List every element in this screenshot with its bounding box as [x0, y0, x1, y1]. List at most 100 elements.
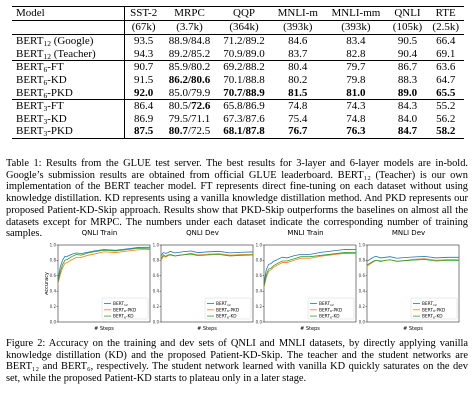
- table-cell: 63.6: [427, 60, 464, 74]
- table-cell: 65.5: [436, 86, 456, 99]
- table-header-sub-row: (67k) (3.7k) (364k) (393k) (393k) (105k) (2.5k…: [12, 19, 464, 36]
- table-cell: 85.9/80.2: [162, 60, 217, 74]
- table-cell: 91.5: [134, 73, 154, 86]
- table-cell: 80.7/72.5: [162, 125, 217, 139]
- table-cell: 89.2/85.2: [168, 47, 211, 60]
- column-header-size: (364k): [216, 19, 272, 36]
- table-cell: 76.3: [324, 125, 388, 139]
- y-tick-label: 0.0: [153, 319, 160, 324]
- table-cell: 70.9/89.0: [223, 47, 265, 60]
- legend-box: [307, 297, 355, 320]
- series-line-teacher: [160, 250, 254, 257]
- chart-svg: 0.0 0.2 0.4 0.6 0.8 1.0 # Steps BERT12BERT6-PKD…: [153, 242, 254, 332]
- table-cell: 88.3: [397, 73, 418, 86]
- column-header: MNLI-mm: [324, 6, 388, 21]
- table-cell: 84.3: [387, 99, 428, 113]
- y-tick-label: 0.6: [256, 273, 263, 278]
- model-name: BERT3-KD: [12, 112, 125, 126]
- legend-label-pkd: BERT6-PKD: [216, 307, 240, 313]
- legend-box: [204, 297, 252, 320]
- y-tick-label: 0.0: [359, 319, 366, 324]
- y-tick-label: 0.2: [50, 304, 57, 309]
- table-cell: 55.2: [427, 99, 464, 113]
- plot-frame: [366, 244, 460, 323]
- table-row: BERT12 (Teacher) 94.3 89.2/85.2 70.9/89.0 83…: [12, 47, 464, 61]
- y-tick-label: 0.0: [256, 319, 263, 324]
- table-cell: 90.5: [387, 34, 428, 48]
- y-tick-label: 1.0: [153, 242, 160, 247]
- plot-title-qnli-train: QNLI Train: [81, 229, 118, 237]
- chart-svg: 0.00.20.40.60.81.0# StepsAccuracyBERT12B…: [45, 242, 151, 332]
- legend-box: [410, 297, 458, 320]
- table-cell: 56.2: [436, 112, 456, 125]
- legend-label-pkd: BERT6-PKD: [422, 307, 446, 313]
- table-cell: 86.9: [134, 112, 154, 125]
- column-header-size: (2.5k): [427, 19, 464, 36]
- table-cell: 93.5: [124, 34, 163, 48]
- column-header: MRPC: [162, 6, 217, 21]
- series-line-kd: [160, 253, 254, 260]
- model-name: BERT6-PKD: [12, 86, 125, 100]
- table-cell: 86.7: [387, 60, 428, 74]
- table-cell: 70.1/88.8: [223, 73, 265, 86]
- table-row: BERT12 (Google) 93.5 88.9/84.8 71.2/89.2 84.…: [12, 34, 464, 48]
- y-tick-label: 0.2: [256, 304, 263, 309]
- plot-mnli-dev: 0.0 0.2 0.4 0.6 0.8 1.0 # Steps BERT12 BERT6-PKD…: [354, 242, 463, 334]
- table-row: BERT6-PKD 92.0 85.0/79.9 70.7/88.9 81.5 81.0 8…: [12, 86, 464, 100]
- table-cell: 82.8: [346, 47, 366, 60]
- series-line-kd: [57, 247, 151, 283]
- table-cell: 86.4: [124, 99, 163, 113]
- model-name: BERT3-PKD: [12, 125, 125, 139]
- table-cell: 81.0: [346, 86, 366, 99]
- table-cell: 80.4: [271, 60, 325, 74]
- table-cell: 85.0/79.9: [168, 86, 211, 99]
- y-tick-label: 0.2: [153, 304, 160, 309]
- column-header: MNLI-m: [271, 6, 325, 21]
- column-header-size: (3.7k): [162, 19, 217, 36]
- table-cell: 65.8/86.9: [216, 99, 272, 113]
- y-tick-label: 0.4: [153, 289, 160, 294]
- column-header: QQP: [216, 6, 272, 21]
- y-tick-label: 0.8: [359, 258, 366, 263]
- column-header: QNLI: [387, 6, 428, 21]
- plot-frame: [160, 244, 254, 323]
- y-tick-label: 1.0: [50, 242, 57, 247]
- plot-title-mnli-dev: MNLI Dev: [391, 229, 426, 237]
- table-cell: 83.7: [288, 47, 308, 60]
- y-tick-label: 1.0: [359, 242, 366, 247]
- table-cell: 79.7: [324, 60, 388, 74]
- column-header: Model: [12, 6, 125, 21]
- table-cell: 84.7: [387, 125, 428, 139]
- series-line-kd: [263, 252, 357, 286]
- legend-label-teacher: BERT12: [216, 301, 231, 307]
- table-cell: 88.9/84.8: [162, 34, 217, 48]
- model-name: BERT12 (Google): [12, 34, 125, 48]
- table-row: BERT3-KD 86.9 79.5/71.1 67.3/87.6 75.4 74.8 84…: [12, 112, 464, 126]
- table-cell: 66.4: [427, 34, 464, 48]
- plot-qnli-train: 0.0 0.2 0.4 0.6 0.8 1.0 # Steps Accuracy BERT12 B…: [45, 242, 154, 334]
- table-cell: 58.2: [427, 125, 464, 139]
- plot-title-qnli-dev: QNLI Dev: [186, 229, 219, 237]
- column-header-size: (393k): [324, 19, 388, 36]
- table-cell: 81.5: [288, 86, 308, 99]
- column-header: SST-2: [124, 6, 163, 21]
- series-line-pkd: [263, 252, 357, 288]
- table-cell: 90.7: [124, 60, 163, 74]
- y-tick-label: 0.8: [256, 258, 263, 263]
- table-cell: 75.4: [288, 112, 308, 125]
- y-tick-label: 0.6: [50, 273, 57, 278]
- legend-label-kd: BERT6-KD: [113, 314, 134, 320]
- y-tick-label: 0.0: [50, 319, 57, 324]
- legend-box: [101, 297, 149, 320]
- legend-label-kd: BERT6-KD: [319, 314, 340, 320]
- table-cell: 94.3: [134, 47, 154, 60]
- y-tick-label: 0.2: [359, 304, 366, 309]
- table-cell: 64.7: [436, 73, 456, 86]
- plot-mnli-train: 0.0 0.2 0.4 0.6 0.8 1.0 # Steps BERT12 BERT6-PKD…: [251, 242, 360, 334]
- column-header-size: (393k): [271, 19, 325, 36]
- plot-title-mnli-train: MNLI Train: [287, 229, 324, 237]
